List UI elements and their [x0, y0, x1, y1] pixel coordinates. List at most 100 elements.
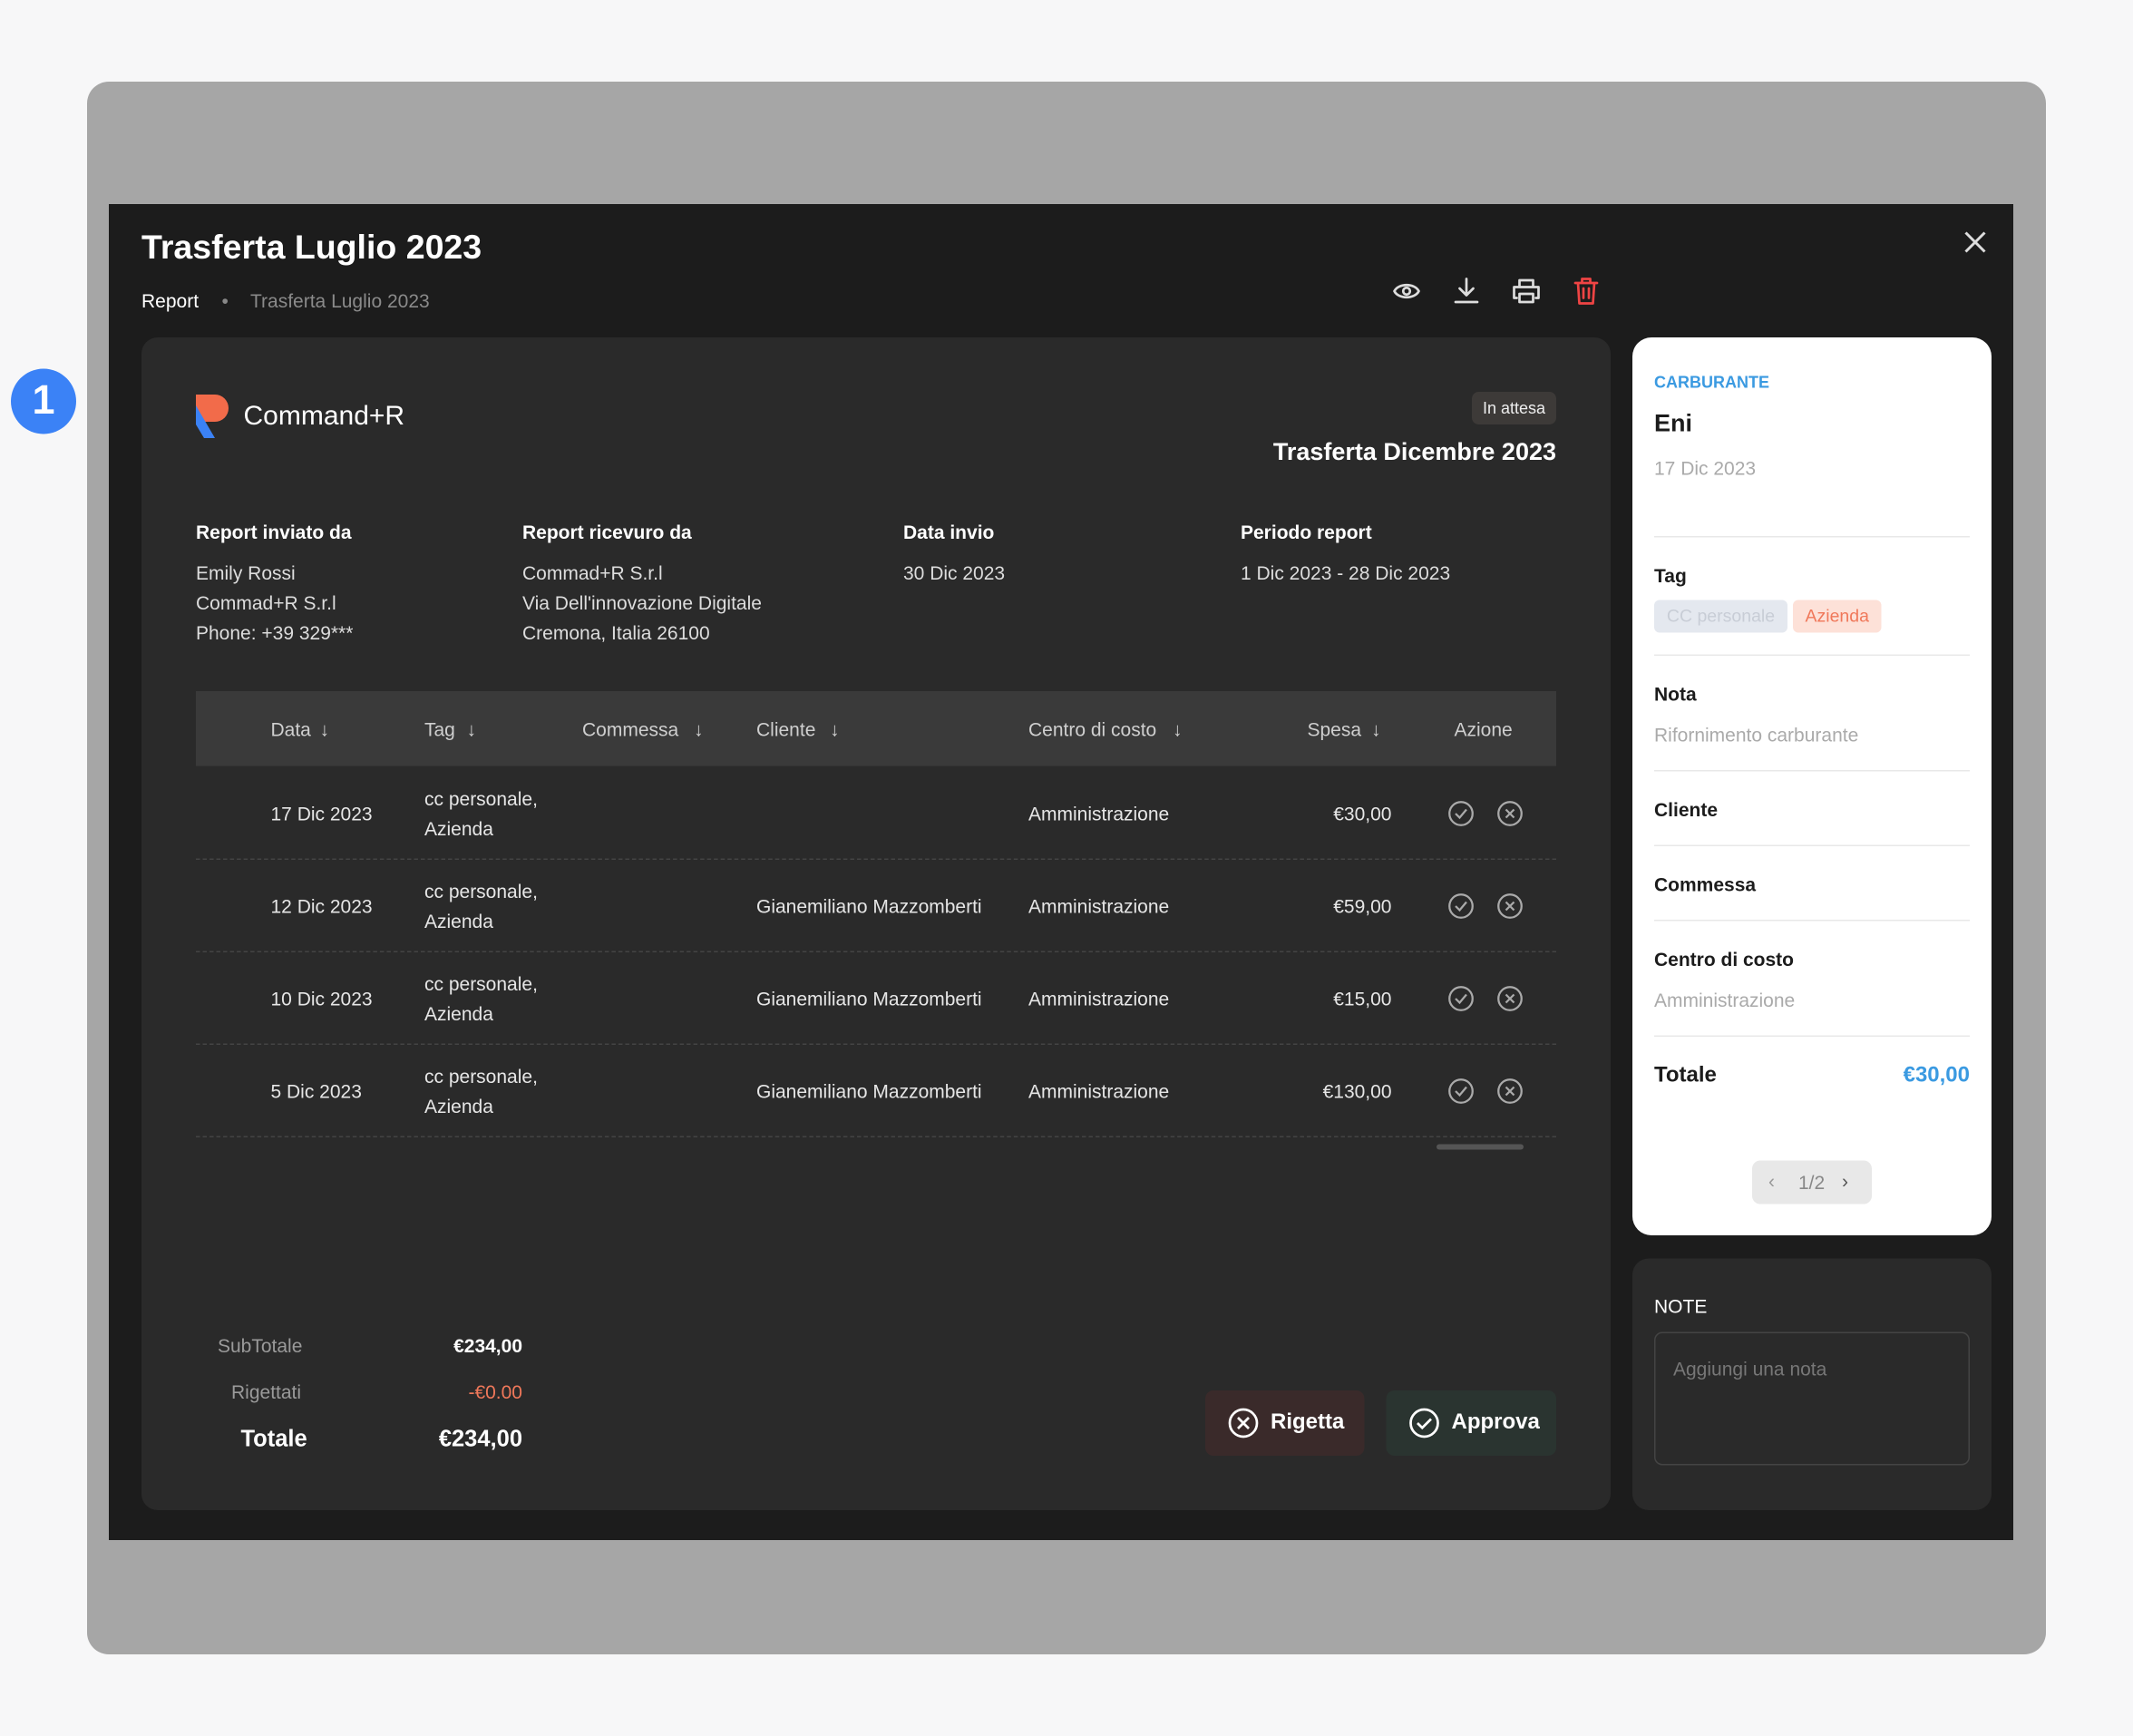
- info-line: Emily Rossi: [196, 561, 296, 584]
- approve-row[interactable]: [1447, 800, 1475, 827]
- rejected: -€0.00: [468, 1380, 522, 1403]
- cell-client: Gianemiliano Mazzomberti: [756, 895, 982, 917]
- row-divider: [196, 858, 1556, 860]
- cell-tag: Azienda: [424, 910, 493, 932]
- reject-row[interactable]: [1496, 800, 1524, 827]
- info-label: Report inviato da: [196, 521, 352, 543]
- approve-row[interactable]: [1447, 892, 1475, 920]
- close-button[interactable]: [1962, 229, 1989, 256]
- centro: Amministrazione: [1654, 989, 1796, 1011]
- column-header[interactable]: Data: [270, 718, 311, 740]
- cell-client: Gianemiliano Mazzomberti: [756, 988, 982, 1009]
- column-header[interactable]: Azione: [1454, 718, 1513, 740]
- step-marker: 1: [11, 368, 76, 434]
- pager-next[interactable]: ›: [1842, 1170, 1849, 1192]
- row-divider: [196, 1136, 1556, 1137]
- reject-row[interactable]: [1496, 985, 1524, 1012]
- info-label: Data invio: [903, 521, 995, 543]
- modal-title: Trasferta Luglio 2023: [141, 229, 482, 267]
- cell-date: 10 Dic 2023: [270, 988, 373, 1009]
- breadcrumb[interactable]: Trasferta Luglio 2023: [250, 289, 430, 312]
- column-header[interactable]: Centro di costo: [1028, 718, 1157, 740]
- notes-placeholder: Aggiungi una nota: [1673, 1358, 1827, 1380]
- sort-icon[interactable]: ↓: [1173, 718, 1183, 740]
- detail-total-label: Totale: [1654, 1064, 1717, 1087]
- cliente-label: Cliente: [1654, 798, 1719, 821]
- pager-prev[interactable]: ‹: [1768, 1170, 1776, 1192]
- print-icon[interactable]: [1513, 278, 1540, 304]
- nota: Rifornimento carburante: [1654, 724, 1859, 746]
- detail-date: 17 Dic 2023: [1654, 457, 1757, 479]
- info-label: Report ricevuro da: [522, 521, 692, 543]
- divider: [1654, 536, 1970, 538]
- breadcrumb[interactable]: Report: [141, 289, 200, 312]
- nota-label: Nota: [1654, 683, 1697, 705]
- approve-row[interactable]: [1447, 985, 1475, 1012]
- row-divider: [196, 951, 1556, 952]
- brand: Command+R: [243, 401, 405, 432]
- pager-label: 1/2: [1798, 1171, 1826, 1194]
- sort-icon[interactable]: ↓: [466, 718, 477, 740]
- tag-chip: CC personale: [1654, 600, 1787, 633]
- reject-row[interactable]: [1496, 1078, 1524, 1105]
- approve-button[interactable]: [1386, 1390, 1556, 1456]
- divider: [1654, 844, 1970, 846]
- sort-icon[interactable]: ↓: [319, 718, 330, 740]
- cell-center: Amministrazione: [1028, 988, 1170, 1009]
- sort-icon[interactable]: ↓: [1371, 718, 1381, 740]
- column-header[interactable]: Cliente: [756, 718, 816, 740]
- detail-card: [1632, 337, 1992, 1235]
- tag-chip: Azienda: [1793, 600, 1882, 633]
- info-line: Commad+R S.r.l: [196, 591, 336, 614]
- cell-tag: Azienda: [424, 1002, 493, 1025]
- cell-tag: cc personale,: [424, 880, 538, 902]
- notes-input[interactable]: [1654, 1331, 1970, 1466]
- cell-tag: Azienda: [424, 817, 493, 840]
- status-badge: In attesa: [1472, 392, 1556, 424]
- approve-row[interactable]: [1447, 1078, 1475, 1105]
- reject-button[interactable]: [1205, 1390, 1365, 1456]
- info-line: Cremona, Italia 26100: [522, 621, 710, 644]
- column-header[interactable]: Spesa: [1307, 718, 1362, 740]
- approve-icon: [1409, 1408, 1439, 1439]
- column-header[interactable]: Commessa: [582, 718, 679, 740]
- subtotal-label: SubTotale: [218, 1334, 303, 1357]
- cell-amount: €15,00: [1333, 988, 1392, 1009]
- delete-icon[interactable]: [1573, 278, 1599, 305]
- sort-icon[interactable]: ↓: [830, 718, 840, 740]
- report-title: Trasferta Dicembre 2023: [1272, 438, 1556, 465]
- divider: [1654, 770, 1970, 772]
- divider: [1654, 1035, 1970, 1037]
- view-icon[interactable]: [1393, 283, 1420, 299]
- cell-date: 5 Dic 2023: [270, 1080, 362, 1102]
- cell-center: Amministrazione: [1028, 1080, 1170, 1102]
- toolbar: [1393, 278, 1599, 305]
- reject-icon: [1228, 1408, 1259, 1439]
- approve-label: Approva: [1451, 1410, 1540, 1435]
- total-label: Totale: [240, 1426, 307, 1452]
- cell-center: Amministrazione: [1028, 895, 1170, 917]
- divider: [1654, 654, 1970, 656]
- breadcrumb-dot: •: [221, 289, 229, 312]
- notes-panel: [1632, 1258, 1992, 1510]
- centro-label: Centro di costo: [1654, 948, 1795, 970]
- total: €234,00: [438, 1426, 522, 1452]
- download-icon[interactable]: [1454, 278, 1479, 304]
- divider: [1654, 920, 1970, 922]
- info-line: Commad+R S.r.l: [522, 561, 663, 584]
- logo: [196, 395, 229, 438]
- commessa-label: Commessa: [1654, 873, 1757, 895]
- cell-tag: cc personale,: [424, 972, 538, 995]
- row-divider: [196, 1043, 1556, 1045]
- table-header: [196, 691, 1556, 766]
- cell-amount: €130,00: [1322, 1080, 1392, 1102]
- cell-center: Amministrazione: [1028, 803, 1170, 824]
- detail-category: CARBURANTE: [1654, 373, 1770, 392]
- reject-label: Rigetta: [1271, 1410, 1345, 1435]
- column-header[interactable]: Tag: [424, 718, 455, 740]
- info-label: Periodo report: [1241, 521, 1372, 543]
- sort-icon[interactable]: ↓: [694, 718, 704, 740]
- notes-title: NOTE: [1654, 1295, 1708, 1317]
- info-line: Via Dell'innovazione Digitale: [522, 591, 762, 614]
- reject-row[interactable]: [1496, 892, 1524, 920]
